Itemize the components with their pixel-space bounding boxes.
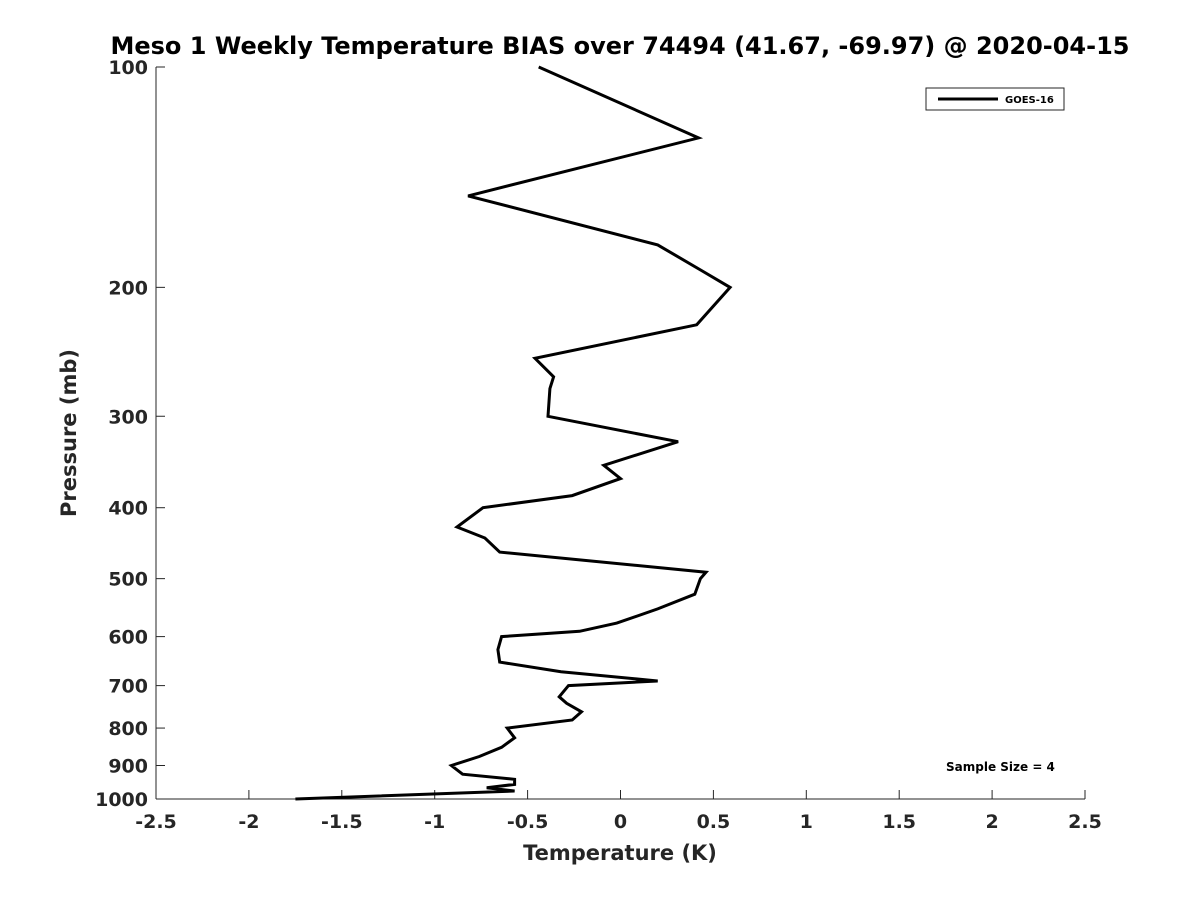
y-tick-label: 700 — [108, 676, 148, 698]
y-tick-label: 400 — [108, 498, 148, 520]
y-tick-label: 500 — [108, 569, 148, 591]
x-tick-label: 0.5 — [697, 811, 731, 833]
x-tick-label: 0 — [614, 811, 627, 833]
y-tick-label: 900 — [108, 756, 148, 778]
x-tick-label: 2 — [985, 811, 998, 833]
plot-area — [156, 67, 1085, 799]
x-axis-label: Temperature (K) — [523, 841, 717, 865]
legend-label-goes-16: GOES-16 — [1005, 95, 1054, 106]
sample-size-annotation: Sample Size = 4 — [946, 760, 1055, 774]
x-tick-label: -0.5 — [507, 811, 549, 833]
y-tick-label: 600 — [108, 627, 148, 649]
x-tick-label: -2.5 — [135, 811, 177, 833]
x-tick-label: -1.5 — [321, 811, 363, 833]
x-ticks: -2.5 -2 -1.5 -1 -0.5 0 0.5 1 1.5 2 2.5 — [135, 790, 1102, 833]
y-tick-label: 100 — [108, 57, 148, 79]
y-tick-label: 1000 — [95, 789, 148, 811]
y-axis-label: Pressure (mb) — [57, 349, 81, 517]
x-tick-label: 1 — [800, 811, 813, 833]
x-tick-label: -1 — [424, 811, 445, 833]
y-tick-label: 300 — [108, 406, 148, 428]
chart-title: Meso 1 Weekly Temperature BIAS over 7449… — [110, 32, 1129, 60]
legend: GOES-16 — [925, 87, 1065, 111]
x-tick-label: 1.5 — [882, 811, 916, 833]
x-tick-label: -2 — [238, 811, 259, 833]
y-tick-label: 800 — [108, 718, 148, 740]
y-ticks: 100 200 300 400 500 600 700 800 900 1000 — [95, 57, 165, 811]
series-layer — [295, 65, 733, 801]
series-line-goes-16 — [295, 65, 733, 801]
x-tick-label: 2.5 — [1068, 811, 1102, 833]
y-tick-label: 200 — [108, 277, 148, 299]
